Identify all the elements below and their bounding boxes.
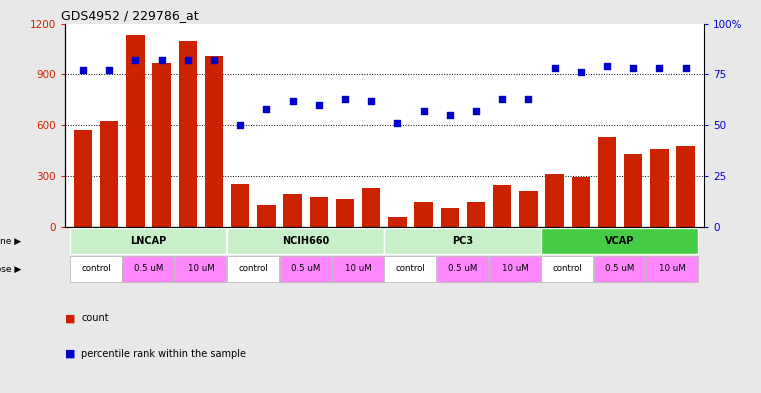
Bar: [624, 154, 642, 227]
Bar: [594, 256, 645, 281]
Point: [313, 102, 325, 108]
Text: ■: ■: [65, 349, 75, 359]
Text: VCAP: VCAP: [606, 236, 635, 246]
Text: cell line ▶: cell line ▶: [0, 237, 21, 246]
Bar: [546, 174, 564, 227]
Text: NCIH660: NCIH660: [282, 236, 330, 246]
Point: [103, 67, 116, 73]
Text: 10 uM: 10 uM: [345, 264, 371, 274]
Bar: [384, 228, 541, 253]
Point: [601, 63, 613, 70]
Point: [155, 57, 167, 63]
Point: [182, 57, 194, 63]
Bar: [332, 256, 384, 281]
Point: [77, 67, 89, 73]
Bar: [175, 256, 226, 281]
Text: control: control: [396, 264, 425, 274]
Point: [575, 69, 587, 75]
Text: 10 uM: 10 uM: [502, 264, 529, 274]
Text: control: control: [238, 264, 268, 274]
Bar: [231, 184, 250, 227]
Bar: [70, 228, 226, 253]
Point: [680, 65, 692, 72]
Text: dose ▶: dose ▶: [0, 264, 21, 274]
Bar: [310, 197, 328, 227]
Bar: [646, 256, 698, 281]
Bar: [123, 256, 174, 281]
Text: PC3: PC3: [452, 236, 473, 246]
Point: [470, 108, 482, 114]
Point: [522, 96, 534, 102]
Text: percentile rank within the sample: percentile rank within the sample: [81, 349, 247, 359]
Bar: [283, 194, 302, 227]
Bar: [542, 256, 593, 281]
Point: [208, 57, 220, 63]
Bar: [677, 146, 695, 227]
Bar: [493, 185, 511, 227]
Text: GDS4952 / 229786_at: GDS4952 / 229786_at: [62, 9, 199, 22]
Point: [444, 112, 456, 118]
Bar: [519, 191, 537, 227]
Bar: [437, 256, 489, 281]
Text: control: control: [552, 264, 583, 274]
Bar: [466, 202, 486, 227]
Bar: [100, 121, 119, 227]
Bar: [336, 199, 354, 227]
Text: 0.5 uM: 0.5 uM: [448, 264, 478, 274]
Bar: [441, 208, 459, 227]
Text: 0.5 uM: 0.5 uM: [134, 264, 163, 274]
Point: [496, 96, 508, 102]
Text: count: count: [81, 313, 109, 323]
Point: [391, 120, 403, 127]
Point: [234, 122, 247, 129]
Point: [365, 98, 377, 104]
Point: [627, 65, 639, 72]
Bar: [650, 149, 669, 227]
Point: [549, 65, 561, 72]
Text: 0.5 uM: 0.5 uM: [606, 264, 635, 274]
Bar: [70, 256, 122, 281]
Point: [129, 57, 142, 63]
Bar: [384, 256, 436, 281]
Point: [339, 96, 351, 102]
Bar: [598, 137, 616, 227]
Text: control: control: [81, 264, 111, 274]
Point: [287, 98, 299, 104]
Bar: [388, 217, 406, 227]
Text: LNCAP: LNCAP: [130, 236, 167, 246]
Point: [418, 108, 430, 114]
Bar: [489, 256, 541, 281]
Bar: [179, 40, 197, 227]
Bar: [227, 256, 279, 281]
Bar: [126, 35, 145, 227]
Bar: [205, 56, 223, 227]
Text: 10 uM: 10 uM: [187, 264, 215, 274]
Text: 10 uM: 10 uM: [659, 264, 686, 274]
Bar: [415, 202, 433, 227]
Bar: [362, 188, 380, 227]
Text: ■: ■: [65, 313, 75, 323]
Text: 0.5 uM: 0.5 uM: [291, 264, 320, 274]
Bar: [227, 228, 384, 253]
Bar: [279, 256, 331, 281]
Bar: [257, 205, 275, 227]
Point: [260, 106, 272, 112]
Bar: [572, 177, 590, 227]
Bar: [74, 130, 92, 227]
Bar: [152, 62, 170, 227]
Point: [653, 65, 665, 72]
Bar: [542, 228, 698, 253]
